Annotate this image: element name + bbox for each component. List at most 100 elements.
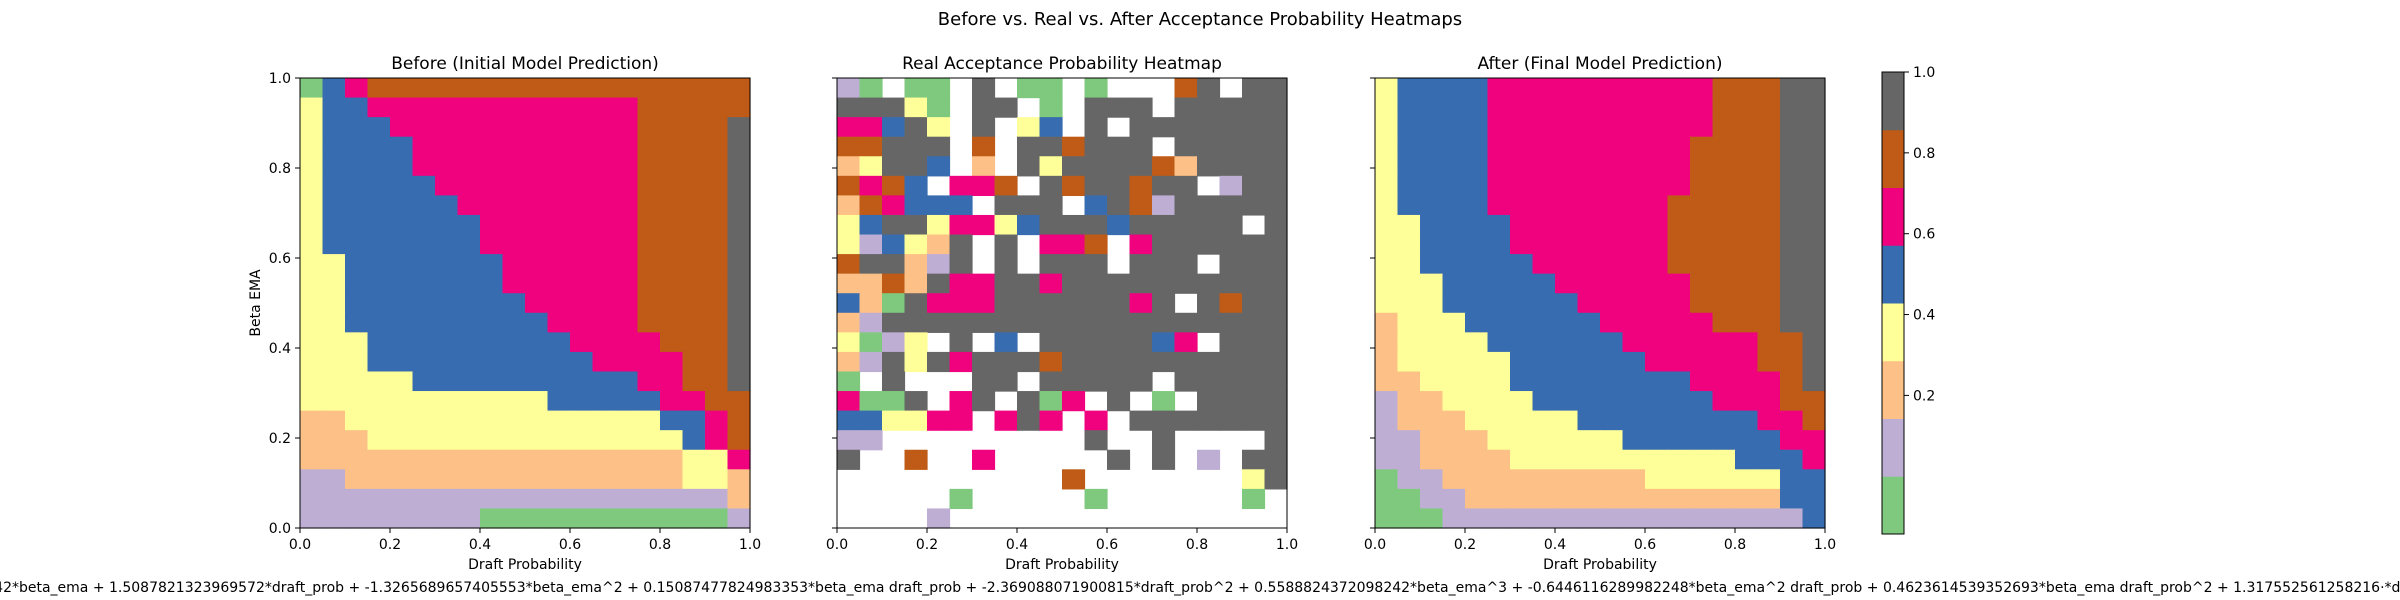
heatmap-cell [547,332,571,353]
heatmap-cell [1690,488,1714,510]
heatmap-cell [547,488,571,510]
heatmap-cell [480,175,504,196]
heatmap-cell [412,254,436,275]
panel-real-xlabel: Draft Probability [1005,557,1119,573]
heatmap-cell [1690,508,1714,529]
heatmap-cell [1420,254,1444,275]
heatmap-cell [457,175,481,196]
heatmap-cell [972,78,996,99]
heatmap-cell [1487,430,1511,451]
heatmap-cell [1197,97,1221,118]
heatmap-cell [1107,136,1131,157]
heatmap-cell [547,508,571,529]
heatmap-cell [412,410,436,431]
heatmap-cell [1802,332,1826,353]
heatmap-cell [1577,254,1601,275]
x-tick-label: 0.8 [1186,537,1208,553]
heatmap-cell [727,214,751,236]
heatmap-cell [1420,449,1444,470]
heatmap-cell [1645,156,1669,177]
heatmap-cell [1600,430,1624,451]
colorbar-tick-label: 0.8 [1913,146,1935,162]
heatmap-cell [1039,117,1063,138]
heatmap-cell [1219,273,1243,294]
heatmap-cell [1667,234,1691,255]
heatmap-cell [1442,410,1466,431]
heatmap-cell [1084,488,1108,510]
heatmap-cell [1577,351,1601,373]
heatmap-cell [637,97,661,118]
x-tick-label: 0.4 [469,537,491,553]
heatmap-cell [972,136,996,157]
panel-after: After (Final Model Prediction) Draft Pro… [1364,54,1836,573]
heatmap-cell [1600,78,1624,99]
colorbar-segment [1882,303,1904,362]
heatmap-cell [1039,273,1063,294]
heatmap-cell [457,430,481,451]
heatmap-cell [1062,254,1086,275]
heatmap-cell [1264,273,1288,294]
heatmap-cell [615,430,639,451]
heatmap-cell [1510,371,1534,392]
heatmap-cell [1780,254,1804,275]
heatmap-cell [1174,312,1198,333]
heatmap-cell [1780,371,1804,392]
heatmap-cell [660,508,684,529]
heatmap-cell [994,371,1018,392]
heatmap-cell [660,371,684,392]
heatmap-cell [457,195,481,216]
heatmap-cell [859,332,883,353]
heatmap-cell [367,371,391,392]
heatmap-cell [322,156,346,177]
heatmap-cell [1622,97,1646,118]
heatmap-cell [682,449,706,470]
heatmap-cell [1780,214,1804,236]
x-tick-label: 1.0 [1814,537,1836,553]
heatmap-cell [1555,214,1579,236]
heatmap-cell [322,78,346,99]
heatmap-cell [1420,273,1444,294]
heatmap-cell [615,332,639,353]
heatmap-cell [1802,488,1826,510]
colorbar-segment [1882,360,1904,419]
heatmap-cell [1600,449,1624,470]
heatmap-cell [1645,78,1669,99]
heatmap-cell [435,78,459,99]
heatmap-cell [1084,273,1108,294]
heatmap-cell [1242,78,1266,99]
heatmap-cell [322,469,346,490]
heatmap-cell [1735,488,1759,510]
heatmap-cell [1129,273,1153,294]
heatmap-cell [1197,449,1221,470]
heatmap-cell [1645,293,1669,314]
heatmap-cell [949,293,973,314]
heatmap-cell [1532,97,1556,118]
heatmap-cell [525,488,549,510]
heatmap-cell [525,449,549,470]
heatmap-cell [1735,254,1759,275]
heatmap-cell [727,391,751,412]
heatmap-cell [727,117,751,138]
heatmap-cell [1375,469,1399,490]
heatmap-cell [1465,234,1489,255]
heatmap-cell [1129,234,1153,255]
heatmap-cell [435,97,459,118]
heatmap-cell [1802,136,1826,157]
heatmap-cell [1062,332,1086,353]
heatmap-cell [615,371,639,392]
heatmap-cell [502,508,526,529]
heatmap-cell [1690,469,1714,490]
heatmap-cell [1712,488,1736,510]
heatmap-cell [1577,97,1601,118]
heatmap-cell [994,195,1018,216]
heatmap-cell [972,175,996,196]
heatmap-cell [1152,214,1176,236]
heatmap-cell [300,254,324,275]
heatmap-cell [412,78,436,99]
heatmap-cell [435,293,459,314]
heatmap-cell [1264,156,1288,177]
heatmap-cell [637,312,661,333]
heatmap-cell [705,175,729,196]
heatmap-cell [1667,273,1691,294]
heatmap-cell [345,254,369,275]
